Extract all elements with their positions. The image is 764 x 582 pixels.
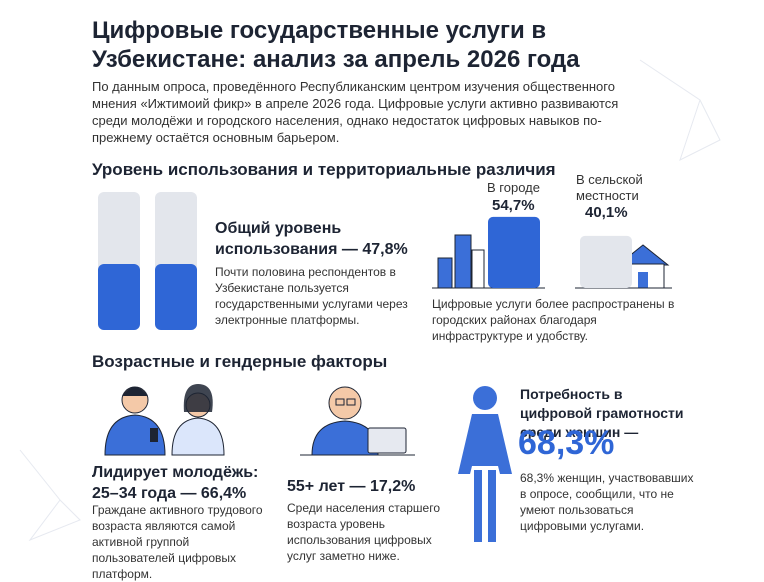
overall-title: Общий уровень использования — 47,8% <box>215 220 408 258</box>
rural-label: В сельской местности <box>576 172 643 203</box>
city-value: 54,7% <box>492 197 535 214</box>
woman-icon <box>458 386 512 542</box>
youth-title: Лидирует молодёжь: 25–34 года — 66,4% <box>92 464 259 502</box>
buildings-icon <box>432 234 545 289</box>
senior-icon <box>300 386 415 456</box>
women-text: 68,3% женщин, участвовавших в опросе, со… <box>520 471 694 533</box>
women-figure: 68,3% <box>518 424 615 462</box>
decor <box>19 59 721 542</box>
overall-text: Почти половина респондентов в Узбекистан… <box>215 265 408 327</box>
seniors-text: Среди населения старшего возраста уровен… <box>287 501 440 563</box>
youth-text: Граждане активного трудового возраста яв… <box>92 503 263 581</box>
seniors-title: 55+ лет — 17,2% <box>287 478 416 495</box>
city-label: В городе <box>487 180 540 195</box>
young-people-icon <box>104 384 225 456</box>
bar <box>155 264 197 330</box>
section-heading: Возрастные и гендерные факторы <box>92 352 388 371</box>
rural-bar <box>580 235 632 288</box>
women-title: Потребность в цифровой грамотности среди… <box>520 386 684 440</box>
city-bar <box>488 216 540 288</box>
intro: По данным опроса, проведённого Республик… <box>92 79 619 145</box>
title: Цифровые государственные услуги в Узбеки… <box>92 17 580 73</box>
territorial-caption: Цифровые услуги более распространены в г… <box>432 297 675 343</box>
bar <box>98 264 140 330</box>
section-heading: Уровень использования и территориальные … <box>92 160 556 179</box>
rural-value: 40,1% <box>585 204 628 221</box>
